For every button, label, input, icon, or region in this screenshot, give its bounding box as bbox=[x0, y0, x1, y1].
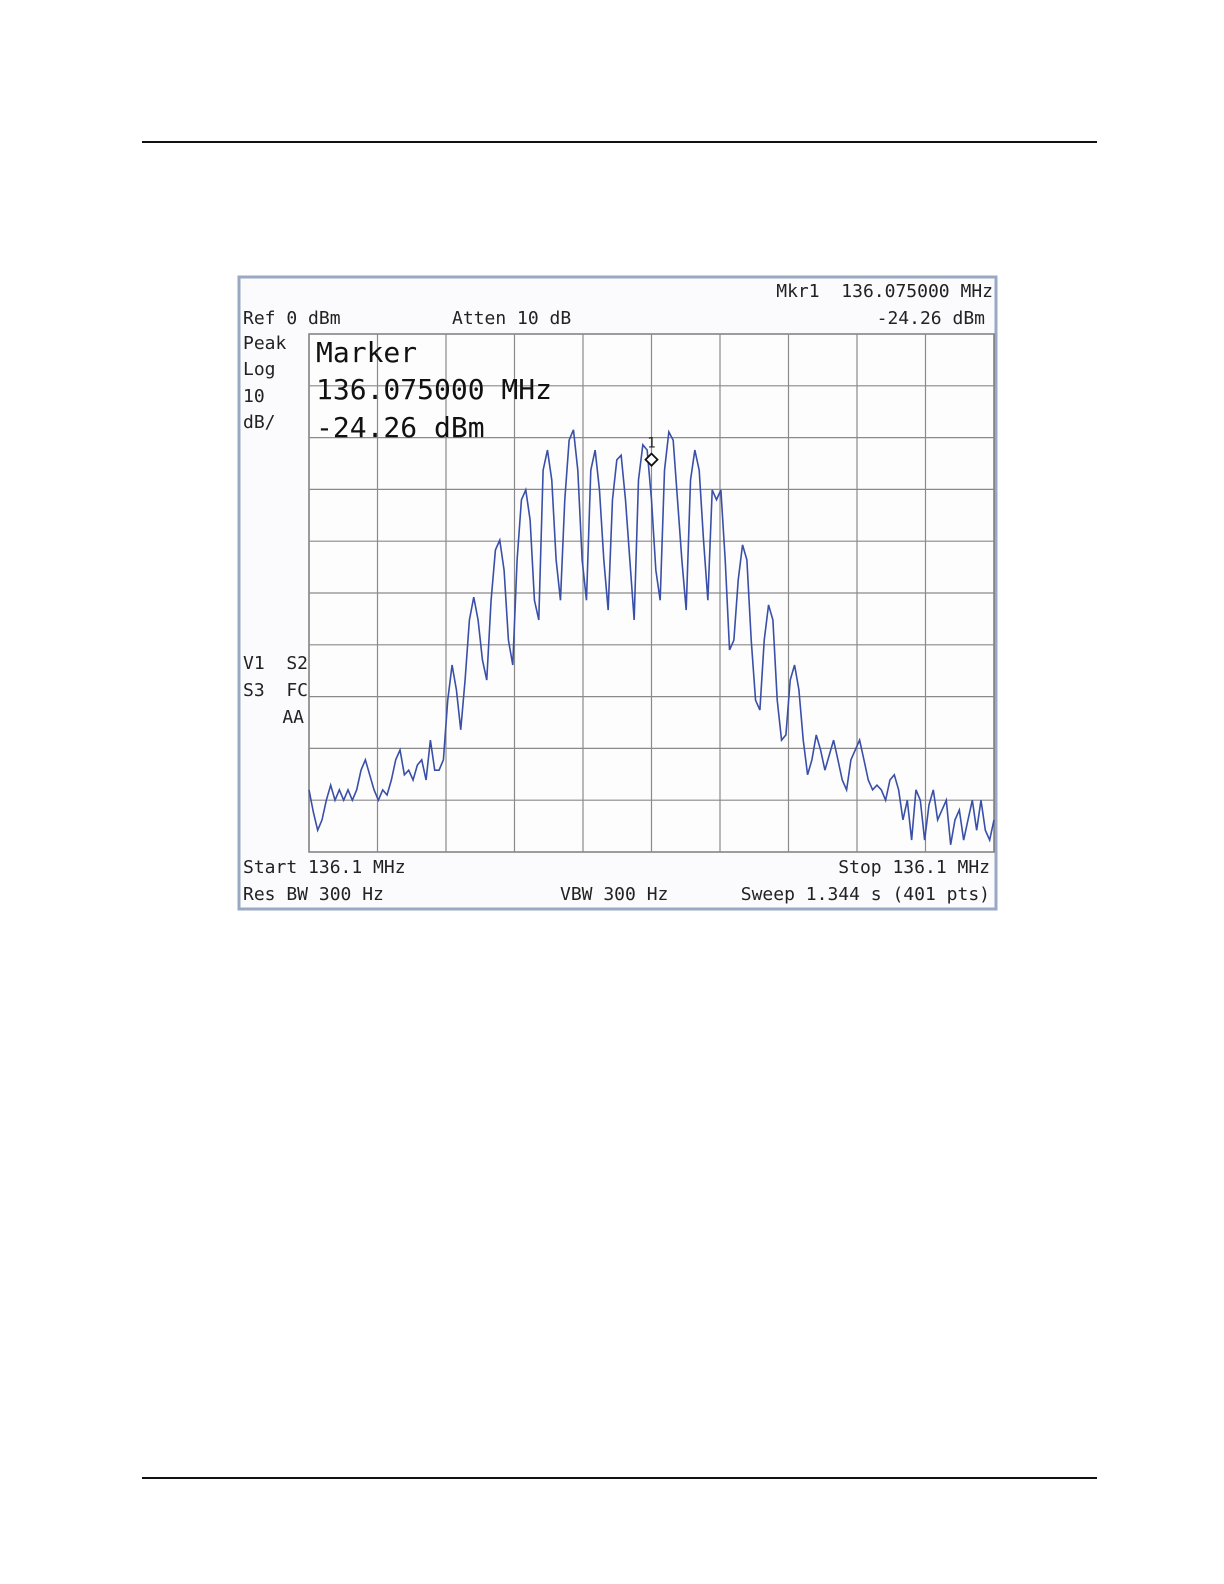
marker-header: Mkr1 136.075000 MHz bbox=[776, 281, 993, 302]
side-label: Log bbox=[243, 359, 276, 380]
trace bbox=[308, 429, 995, 845]
side-label: Peak bbox=[243, 333, 287, 354]
start-freq: Start 136.1 MHz bbox=[243, 857, 406, 878]
stop-freq: Stop 136.1 MHz bbox=[838, 857, 990, 878]
marker bbox=[644, 452, 659, 467]
marker-level: -24.26 dBm bbox=[877, 308, 985, 329]
res-bw: Res BW 300 Hz bbox=[243, 884, 384, 905]
side-label: dB/ bbox=[243, 412, 276, 433]
sweep: Sweep 1.344 s (401 pts) bbox=[741, 884, 990, 905]
marker-box-freq: 136.075000 MHz bbox=[316, 373, 552, 406]
marker-box-level: -24.26 dBm bbox=[316, 411, 485, 444]
side-label: 10 bbox=[243, 386, 265, 407]
status-label: AA bbox=[282, 707, 304, 728]
status-label: S3 FC bbox=[243, 680, 308, 701]
vbw: VBW 300 Hz bbox=[560, 884, 668, 905]
status-label: V1 S2 bbox=[243, 653, 308, 674]
plot: 1 bbox=[308, 333, 995, 853]
attenuation: Atten 10 dB bbox=[452, 308, 571, 329]
ref-level: Ref 0 dBm bbox=[243, 308, 341, 329]
marker-label: 1 bbox=[647, 436, 655, 452]
marker-box-title: Marker bbox=[316, 336, 417, 369]
